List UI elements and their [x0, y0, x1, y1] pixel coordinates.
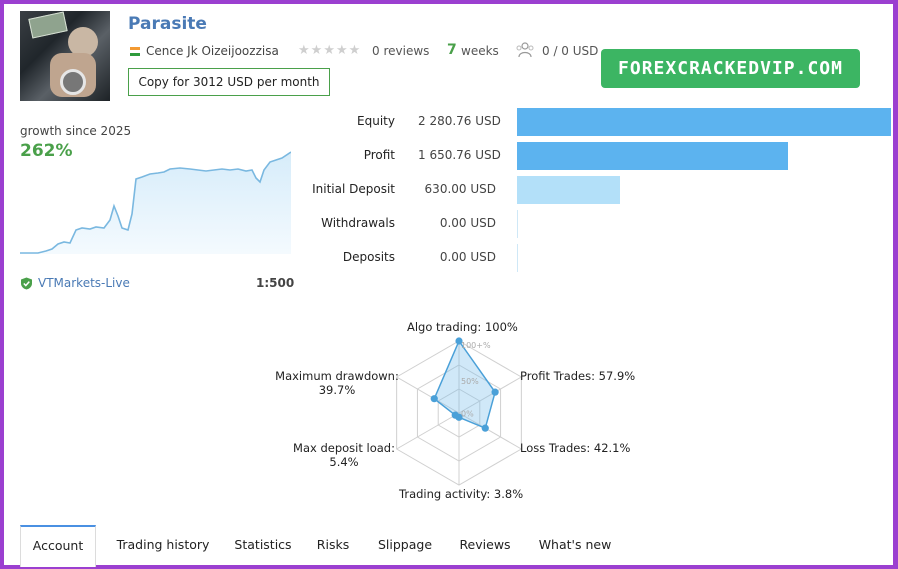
radar-label-max-drawdown: Maximum drawdown: 39.7% [274, 369, 400, 397]
stat-row-initial-deposit: Initial Deposit 630.00 USD [304, 176, 892, 204]
stat-label: Equity [357, 114, 395, 128]
radar-svg: 100+% 50% 0% [396, 337, 522, 486]
subscribers-funds: 0 / 0 USD [542, 44, 599, 58]
star-icon: ★ [335, 43, 349, 58]
radar-tick-label: 0% [461, 409, 474, 418]
radar-tick-label: 50% [461, 377, 479, 386]
radar-point [481, 424, 489, 432]
tab-statistics[interactable]: Statistics [234, 537, 292, 552]
stat-row-deposits: Deposits 0.00 USD [304, 244, 892, 272]
tab-trading-history[interactable]: Trading history [116, 537, 210, 552]
weeks-count: 7 [447, 42, 457, 58]
radar-label-algo: Algo trading: 100% [407, 320, 518, 334]
signal-avatar[interactable] [20, 11, 110, 101]
stat-value: 0.00 USD [439, 216, 496, 230]
stat-bar [517, 142, 788, 170]
signal-page: Parasite Cence Jk Oizeijoozzisa ★★★★★ 0 … [4, 4, 893, 567]
stat-value: 1 650.76 USD [418, 148, 501, 162]
radar-label-loss-trades: Loss Trades: 42.1% [520, 441, 631, 455]
stat-value: 0.00 USD [439, 250, 496, 264]
radar-label-max-deposit-load: Max deposit load: 5.4% [284, 441, 404, 469]
stat-bar [517, 210, 518, 238]
radar-chart: 100+% 50% 0% Algo trading: 100% Profit Tra… [264, 314, 644, 504]
stat-value: 2 280.76 USD [418, 114, 501, 128]
radar-label-line: 5.4% [329, 455, 359, 469]
radar-point [430, 395, 438, 403]
watermark-banner: FOREXCRACKEDVIP.COM [601, 49, 860, 88]
signal-title[interactable]: Parasite [128, 14, 207, 34]
stat-bar [517, 108, 891, 136]
stat-label: Withdrawals [321, 216, 395, 230]
stat-row-withdrawals: Withdrawals 0.00 USD [304, 210, 892, 238]
india-flag-icon [130, 47, 140, 56]
verified-shield-icon [21, 277, 32, 290]
radar-label-line: 39.7% [318, 383, 356, 397]
growth-chart[interactable] [20, 144, 291, 254]
growth-label: growth since 2025 [20, 124, 132, 138]
radar-spoke [396, 376, 460, 414]
growth-value: 262% [20, 141, 73, 161]
stat-row-equity: Equity 2 280.76 USD [304, 108, 892, 136]
radar-label-profit-trades: Profit Trades: 57.9% [520, 369, 636, 383]
tab-slippage[interactable]: Slippage [377, 537, 433, 552]
growth-area [20, 152, 291, 254]
growth-line [20, 151, 291, 254]
star-icon: ★ [323, 43, 336, 58]
tab-whats-new[interactable]: What's new [538, 537, 612, 552]
radar-point [451, 411, 459, 419]
star-icon: ★ [348, 43, 362, 58]
radar-label-line: Maximum drawdown: [275, 369, 399, 383]
reviews-count[interactable]: 0 reviews [372, 44, 430, 58]
weeks-label: weeks [461, 44, 499, 58]
stat-bar [517, 244, 518, 272]
stat-value: 630.00 USD [424, 182, 496, 196]
radar-label-trading-activity: Trading activity: 3.8% [399, 487, 524, 501]
star-icon: ★ [310, 43, 324, 58]
subscribers-icon [516, 42, 534, 58]
radar-point [455, 337, 463, 345]
copy-signal-button[interactable]: Copy for 3012 USD per month [128, 68, 330, 96]
radar-spoke [458, 376, 522, 414]
radar-spoke [458, 412, 522, 450]
stat-bar [517, 176, 620, 204]
tab-bar: Account Trading history Statistics Risks… [20, 525, 892, 567]
radar-label-line: Max deposit load: [293, 441, 395, 455]
radar-point [491, 388, 499, 396]
stat-label: Deposits [342, 250, 395, 264]
signal-owner[interactable]: Cence Jk Oizeijoozzisa [146, 44, 279, 58]
tab-account[interactable]: Account [20, 525, 96, 567]
radar-tick-label: 100+% [461, 341, 491, 350]
stat-label: Profit [363, 148, 395, 162]
stat-label: Initial Deposit [312, 182, 395, 196]
rating-stars: ★★★★★ [298, 43, 361, 58]
leverage: 1:500 [256, 276, 295, 290]
stat-row-profit: Profit 1 650.76 USD [304, 142, 892, 170]
radar-spoke [396, 412, 460, 450]
star-icon: ★ [298, 43, 311, 58]
tab-reviews[interactable]: Reviews [459, 537, 511, 552]
broker-server[interactable]: VTMarkets-Live [38, 276, 130, 290]
tab-risks[interactable]: Risks [316, 537, 350, 552]
